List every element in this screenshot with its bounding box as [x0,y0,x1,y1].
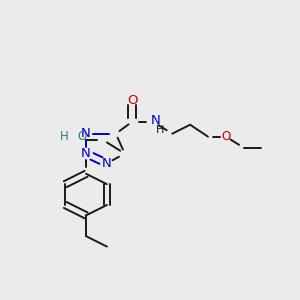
Text: H: H [156,125,165,135]
Text: H: H [59,130,68,142]
Text: N: N [81,147,91,160]
Text: N: N [102,157,112,170]
Text: O: O [127,94,137,107]
Text: N: N [151,114,160,127]
Text: O: O [77,130,86,142]
Text: N: N [81,127,91,140]
Text: O: O [221,130,230,143]
